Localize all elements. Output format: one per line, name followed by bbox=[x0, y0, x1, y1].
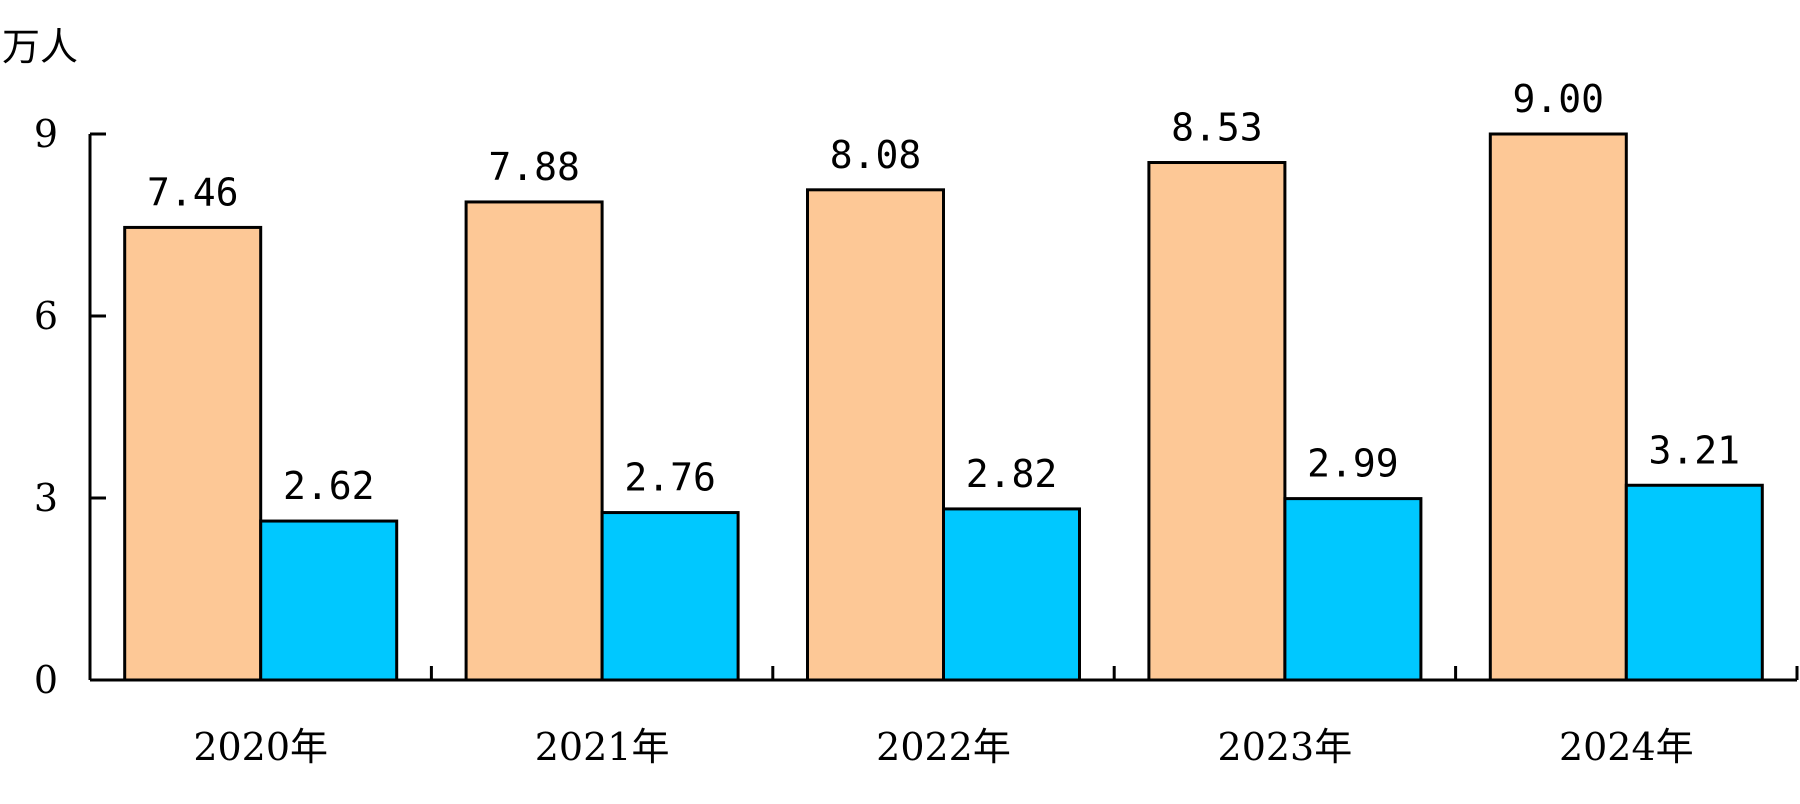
bar bbox=[464, 200, 604, 682]
bar bbox=[942, 507, 1081, 682]
bar bbox=[1147, 161, 1287, 682]
data-label: 7.88 bbox=[488, 145, 580, 189]
data-label: 2.76 bbox=[624, 456, 716, 500]
bar bbox=[806, 188, 945, 682]
data-label: 3.21 bbox=[1649, 428, 1741, 472]
bar bbox=[1624, 483, 1764, 682]
data-label: 8.53 bbox=[1171, 106, 1263, 150]
x-tick-label: 2022年 bbox=[876, 725, 1011, 769]
x-tick-label: 2024年 bbox=[1559, 725, 1694, 769]
y-tick-label: 9 bbox=[34, 112, 58, 156]
data-label: 9.00 bbox=[1513, 77, 1605, 121]
y-tick-label: 3 bbox=[34, 476, 58, 520]
bar bbox=[600, 511, 740, 682]
y-unit-label: 万人 bbox=[2, 25, 78, 69]
x-tick-label: 2020年 bbox=[193, 725, 328, 769]
data-label: 2.99 bbox=[1307, 442, 1399, 486]
y-axis: 0 3 6 9 bbox=[34, 112, 106, 702]
data-label: 2.62 bbox=[283, 464, 375, 508]
y-tick-label: 6 bbox=[34, 294, 58, 338]
x-tick-label: 2023年 bbox=[1218, 725, 1353, 769]
data-label: 8.08 bbox=[830, 133, 922, 177]
x-tick-label: 2021年 bbox=[535, 725, 670, 769]
data-labels: 7.46 2.62 7.88 2.76 8.08 2.82 8.53 2.99 9.00 3.21 bbox=[147, 77, 1740, 508]
y-tick-label: 0 bbox=[34, 658, 58, 702]
data-label: 2.82 bbox=[966, 452, 1058, 496]
bar bbox=[259, 519, 399, 682]
bar bbox=[123, 225, 263, 682]
bar bbox=[1488, 132, 1628, 682]
bars bbox=[123, 132, 1764, 682]
data-label: 7.46 bbox=[147, 170, 239, 214]
bar bbox=[1283, 497, 1423, 682]
